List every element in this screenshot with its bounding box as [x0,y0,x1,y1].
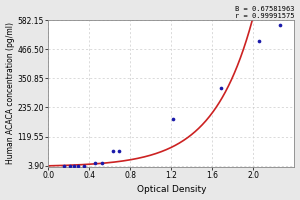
Point [278,23,283,27]
Point [72,164,76,167]
Point [93,161,98,164]
Point [170,118,175,121]
Point [67,164,72,167]
Text: B = 0.67581963
r = 0.99991575: B = 0.67581963 r = 0.99991575 [235,6,294,19]
Point [99,161,104,164]
X-axis label: Optical Density: Optical Density [136,185,206,194]
Point [111,149,116,153]
Point [256,39,261,42]
Point [117,149,122,153]
Y-axis label: Human ACACA concentration (pg/ml): Human ACACA concentration (pg/ml) [6,22,15,164]
Point [219,86,224,90]
Point [61,164,66,167]
Point [76,164,80,167]
Point [82,164,87,167]
